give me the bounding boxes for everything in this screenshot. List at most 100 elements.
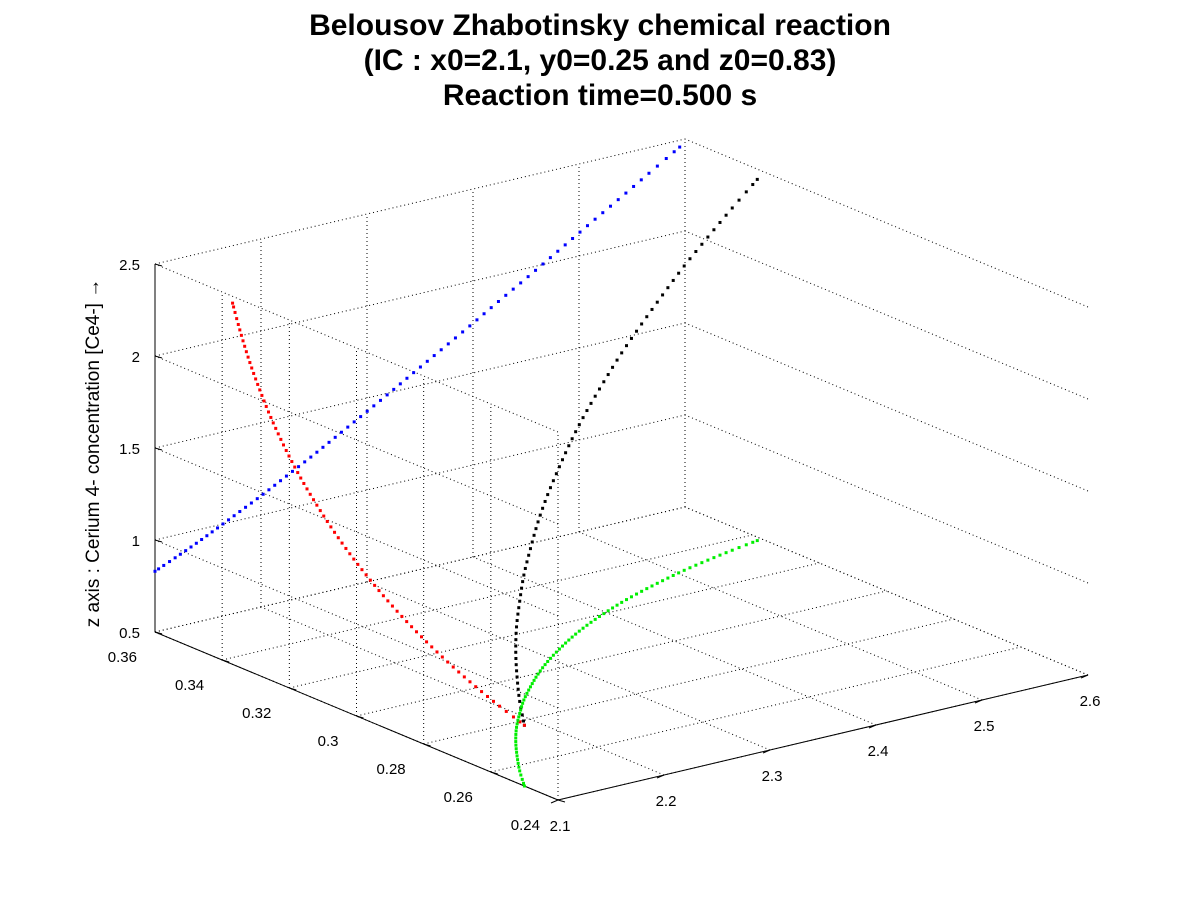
data-point bbox=[517, 606, 521, 610]
data-point bbox=[514, 736, 518, 740]
data-point bbox=[248, 361, 252, 365]
grid-line bbox=[154, 322, 686, 449]
data-point bbox=[514, 740, 518, 744]
grid-line bbox=[578, 531, 983, 701]
data-point bbox=[609, 204, 613, 208]
data-point bbox=[515, 669, 519, 673]
data-point bbox=[635, 329, 639, 333]
x-axis-line bbox=[557, 674, 1089, 801]
data-point bbox=[415, 630, 419, 634]
data-point bbox=[581, 626, 585, 630]
data-point bbox=[525, 560, 529, 564]
data-point bbox=[231, 301, 235, 305]
data-point bbox=[318, 509, 322, 513]
data-point bbox=[418, 365, 422, 369]
data-point bbox=[378, 398, 382, 402]
data-point bbox=[515, 722, 519, 726]
data-point bbox=[293, 465, 297, 469]
data-point bbox=[290, 460, 294, 464]
data-point bbox=[377, 589, 381, 593]
data-point bbox=[299, 476, 303, 480]
data-point bbox=[519, 773, 523, 777]
grid-line bbox=[154, 230, 686, 357]
data-point bbox=[694, 563, 698, 567]
z-tick-label: 1 bbox=[132, 533, 140, 550]
data-point bbox=[515, 675, 519, 679]
grid-line bbox=[154, 539, 559, 709]
data-point bbox=[514, 644, 518, 648]
data-point bbox=[548, 256, 552, 260]
data-point bbox=[457, 670, 461, 674]
data-point bbox=[517, 765, 521, 769]
data-point bbox=[356, 562, 360, 566]
data-point bbox=[256, 382, 260, 386]
data-point bbox=[372, 404, 376, 408]
data-point bbox=[571, 236, 575, 240]
data-point bbox=[678, 145, 682, 149]
data-point bbox=[260, 393, 264, 397]
data-point bbox=[694, 250, 698, 254]
data-point bbox=[751, 540, 755, 544]
data-point bbox=[297, 465, 301, 469]
data-point bbox=[352, 420, 356, 424]
data-point bbox=[517, 693, 521, 697]
data-point bbox=[249, 501, 253, 505]
data-point bbox=[352, 557, 356, 561]
data-point bbox=[205, 534, 209, 538]
data-point bbox=[515, 725, 519, 729]
x-tick-label: 2.1 bbox=[550, 818, 571, 835]
data-point bbox=[381, 594, 385, 598]
data-point bbox=[677, 271, 681, 275]
x-tick-mark bbox=[1080, 674, 1089, 679]
data-point bbox=[567, 444, 571, 448]
x-tick-label: 2.5 bbox=[974, 718, 995, 735]
data-point bbox=[647, 171, 651, 175]
data-point bbox=[325, 519, 329, 523]
data-point bbox=[744, 543, 748, 547]
grid-line bbox=[684, 230, 1089, 400]
y-tick-label: 0.32 bbox=[242, 705, 271, 722]
z-tick-label: 2 bbox=[132, 349, 140, 366]
data-point bbox=[425, 640, 429, 644]
data-point bbox=[516, 687, 520, 691]
data-point bbox=[730, 548, 734, 552]
grid bbox=[154, 138, 1089, 801]
data-point bbox=[560, 644, 564, 648]
data-point bbox=[312, 498, 316, 502]
data-point bbox=[284, 474, 288, 478]
data-point bbox=[672, 150, 676, 154]
data-point bbox=[200, 538, 204, 542]
data-point bbox=[516, 758, 520, 762]
data-point bbox=[168, 560, 172, 564]
data-point bbox=[485, 694, 489, 698]
data-point bbox=[655, 300, 659, 304]
data-point bbox=[480, 690, 484, 694]
data-point bbox=[620, 351, 624, 355]
data-point bbox=[157, 567, 161, 571]
data-point bbox=[210, 530, 214, 534]
grid-line bbox=[154, 355, 559, 525]
data-point bbox=[597, 387, 601, 391]
data-point bbox=[700, 561, 704, 565]
data-point bbox=[543, 499, 547, 503]
data-point bbox=[724, 213, 728, 217]
data-point bbox=[551, 653, 555, 657]
data-point bbox=[216, 526, 220, 530]
data-point bbox=[570, 437, 574, 441]
data-point bbox=[521, 580, 525, 584]
data-point bbox=[541, 666, 545, 670]
data-point bbox=[439, 348, 443, 352]
data-point bbox=[520, 586, 524, 590]
data-point bbox=[514, 729, 518, 733]
data-point bbox=[516, 761, 520, 765]
data-point bbox=[625, 598, 629, 602]
data-point bbox=[520, 705, 524, 709]
y-tick-mark bbox=[356, 715, 364, 719]
chart-title: Belousov Zhabotinsky chemical reaction (… bbox=[0, 8, 1200, 113]
grid-line bbox=[154, 447, 559, 617]
data-point bbox=[514, 743, 518, 747]
data-point bbox=[279, 479, 283, 483]
data-point bbox=[639, 178, 643, 182]
data-point bbox=[570, 635, 574, 639]
data-point bbox=[682, 568, 686, 572]
